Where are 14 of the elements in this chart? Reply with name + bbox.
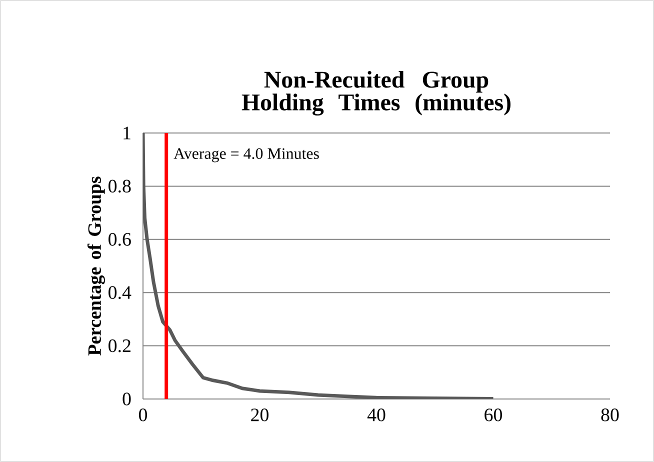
y-tick-label: 1 [124,126,130,140]
y-tick-label: 0.4 [108,286,132,300]
ref-line-label: Average = 4.0 Minutes [174,148,319,162]
y-tick-label: 0.6 [108,232,131,246]
y-tick-label: 0.8 [108,180,131,193]
y-tick-label: 0 [122,392,131,406]
y-axis-title: Percentage of Groups [87,176,105,356]
x-tick-label: 60 [484,408,502,422]
chart-title: Non-Recuited Group Holding Times (minutes) [242,70,510,116]
y-tick-label: 0.2 [108,339,130,352]
x-tick-label: 20 [251,408,268,422]
x-tick-label: 40 [367,408,386,422]
x-tick-label: 0 [138,408,148,422]
x-tick-label: 80 [601,408,619,422]
